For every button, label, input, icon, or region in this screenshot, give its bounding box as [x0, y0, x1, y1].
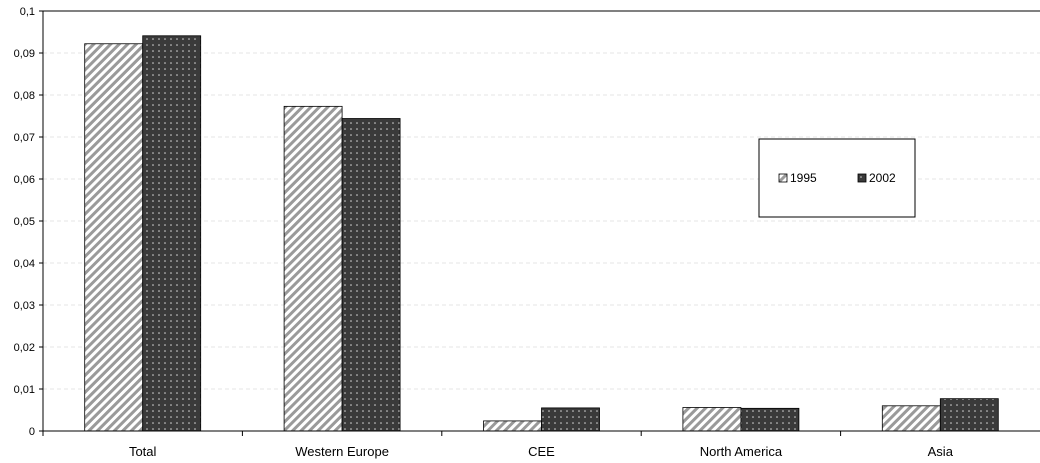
legend: 1995 2002 [758, 138, 916, 218]
y-tick-label: 0,02 [14, 342, 35, 354]
bar-1995-asia [881, 405, 941, 432]
legend-label-1995: 1995 [790, 171, 817, 185]
y-tick-label: 0,1 [20, 6, 35, 18]
legend-swatch-2002 [857, 173, 867, 183]
x-category-label: Western Europe [295, 444, 389, 459]
bar-2002-asia [939, 398, 999, 432]
y-tick-label: 0,04 [14, 258, 35, 270]
legend-swatch-1995 [778, 173, 788, 183]
bar-2002-total [142, 35, 202, 432]
bar-2002-cee [541, 407, 600, 432]
y-tick-label: 0 [29, 426, 35, 438]
y-tick-label: 0,05 [14, 216, 35, 228]
y-tick-label: 0,01 [14, 384, 35, 396]
bar-1995-western-europe [283, 105, 343, 432]
x-category-label: CEE [528, 444, 555, 459]
bar-1995-north-america [682, 407, 742, 432]
x-category-label: Total [129, 444, 157, 459]
bar-2002-western-europe [341, 118, 401, 432]
legend-label-2002: 2002 [869, 171, 896, 185]
bar-2002-north-america [740, 407, 800, 432]
plot-area: 0 0,01 0,02 0,03 0,04 0,05 0,06 0,07 0,08 0,09 0,1… [14, 6, 1040, 459]
x-category-label: Asia [928, 444, 954, 459]
y-tick-label: 0,06 [14, 174, 35, 186]
y-tick-label: 0,08 [14, 90, 35, 102]
y-tick-label: 0,09 [14, 48, 35, 60]
y-tick-label: 0,07 [14, 132, 35, 144]
y-tick-label: 0,03 [14, 300, 35, 312]
bar-1995-cee [483, 420, 542, 432]
bar-1995-total [84, 43, 144, 432]
x-category-label: North America [700, 444, 783, 459]
